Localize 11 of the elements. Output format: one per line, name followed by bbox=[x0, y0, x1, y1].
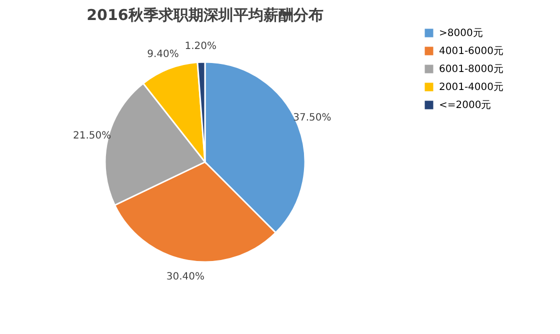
data-label: 30.40% bbox=[166, 271, 204, 282]
legend-label: >8000元 bbox=[439, 28, 483, 39]
legend-label: 4001-6000元 bbox=[439, 46, 504, 57]
data-label: 9.40% bbox=[147, 48, 179, 60]
data-label: 21.50% bbox=[72, 130, 112, 142]
chart-title: 2016秋季求职期深圳平均薪酬分布 bbox=[86, 6, 324, 24]
data-label: 37.50% bbox=[293, 112, 332, 124]
legend-label: <=2000元 bbox=[439, 100, 492, 111]
legend-label: 2001-4000元 bbox=[439, 82, 504, 93]
legend-label: 6001-8000元 bbox=[439, 64, 504, 75]
data-label: 1.20% bbox=[184, 41, 217, 52]
